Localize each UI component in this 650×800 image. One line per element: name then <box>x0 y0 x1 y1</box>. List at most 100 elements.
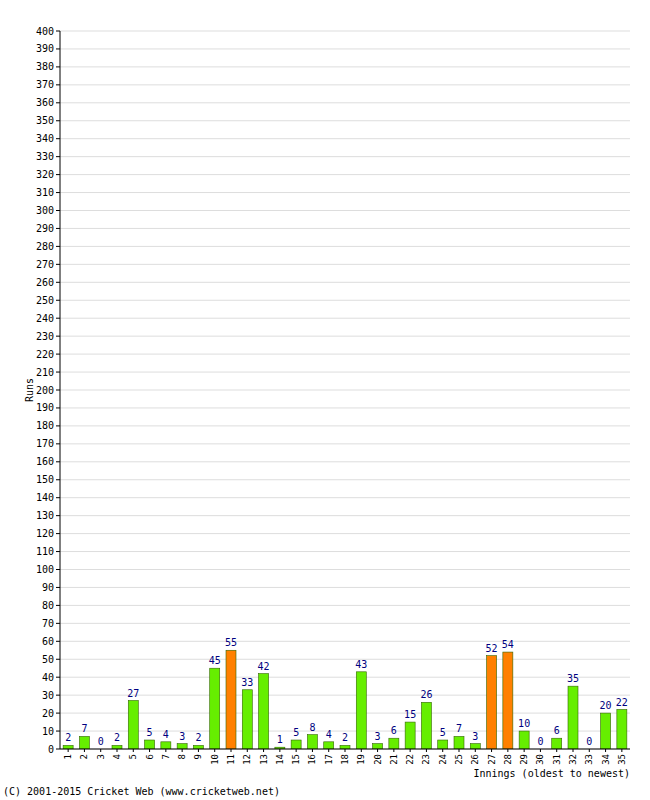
grid-line <box>60 641 630 642</box>
y-tick-label: 100 <box>36 564 54 575</box>
data-label: 5 <box>293 727 299 738</box>
x-tick-label: 9 <box>193 754 203 759</box>
grid-line <box>60 587 630 588</box>
data-label: 33 <box>241 677 253 688</box>
y-tick <box>56 138 60 139</box>
grid-line <box>60 354 630 355</box>
data-label: 35 <box>567 673 579 684</box>
y-tick-label: 380 <box>36 61 54 72</box>
x-tick-label: 15 <box>291 754 301 765</box>
y-tick-label: 170 <box>36 438 54 449</box>
x-tick-label: 8 <box>177 754 187 759</box>
data-label: 5 <box>440 727 446 738</box>
data-label: 6 <box>554 725 560 736</box>
data-label: 2 <box>342 732 348 743</box>
grid-line <box>60 300 630 301</box>
y-tick <box>56 336 60 337</box>
data-label: 2 <box>65 732 71 743</box>
x-tick-label: 29 <box>519 754 529 765</box>
y-tick <box>56 192 60 193</box>
y-axis <box>60 31 61 749</box>
y-tick <box>56 569 60 570</box>
x-tick-label: 2 <box>79 754 89 759</box>
y-axis-label: Runs <box>24 378 35 402</box>
bar <box>454 736 464 749</box>
grid-line <box>60 551 630 552</box>
grid-line <box>60 246 630 247</box>
x-tick-label: 23 <box>421 754 431 765</box>
y-tick-label: 200 <box>36 385 54 396</box>
bar <box>145 740 155 749</box>
x-tick-label: 1 <box>63 754 73 759</box>
y-tick <box>56 84 60 85</box>
x-tick <box>182 749 183 752</box>
grid-line <box>60 533 630 534</box>
data-label: 3 <box>179 731 185 742</box>
x-tick <box>475 749 476 752</box>
bar <box>128 701 138 749</box>
data-label: 15 <box>404 709 416 720</box>
data-label: 0 <box>586 736 592 747</box>
grid-line <box>60 264 630 265</box>
copyright: (C) 2001-2015 Cricket Web (www.cricketwe… <box>3 786 280 797</box>
y-tick <box>56 731 60 732</box>
y-tick-label: 240 <box>36 313 54 324</box>
y-tick <box>56 31 60 32</box>
x-tick-label: 10 <box>210 754 220 765</box>
x-tick-label: 12 <box>242 754 252 765</box>
x-tick <box>312 749 313 752</box>
y-tick-label: 310 <box>36 187 54 198</box>
y-tick-label: 370 <box>36 79 54 90</box>
y-tick <box>56 48 60 49</box>
bar <box>356 672 366 749</box>
x-tick <box>361 749 362 752</box>
x-tick-label: 5 <box>128 754 138 759</box>
grid-line <box>60 425 630 426</box>
y-tick <box>56 372 60 373</box>
y-tick-label: 230 <box>36 331 54 342</box>
bar <box>421 702 431 749</box>
bar <box>470 744 480 749</box>
grid-line <box>60 515 630 516</box>
grid-line <box>60 569 630 570</box>
y-tick-label: 50 <box>42 654 54 665</box>
y-tick-label: 30 <box>42 690 54 701</box>
background <box>0 0 650 800</box>
data-label: 7 <box>81 723 87 734</box>
bar <box>617 710 627 749</box>
y-tick-label: 0 <box>48 744 54 755</box>
y-tick-label: 180 <box>36 420 54 431</box>
data-label: 4 <box>326 729 332 740</box>
bar <box>63 745 73 749</box>
x-tick-label: 6 <box>145 754 155 759</box>
x-tick-label: 11 <box>226 754 236 765</box>
data-label: 1 <box>277 734 283 745</box>
y-tick <box>56 695 60 696</box>
x-tick <box>540 749 541 752</box>
x-tick-label: 35 <box>617 754 627 765</box>
grid-line <box>60 443 630 444</box>
x-tick <box>589 749 590 752</box>
y-tick-label: 120 <box>36 528 54 539</box>
x-tick-label: 20 <box>373 754 383 765</box>
y-tick-label: 320 <box>36 169 54 180</box>
data-label: 20 <box>600 700 612 711</box>
data-label: 2 <box>114 732 120 743</box>
data-label: 5 <box>147 727 153 738</box>
bar <box>503 652 513 749</box>
x-tick-label: 18 <box>340 754 350 765</box>
data-label: 2 <box>195 732 201 743</box>
grid-line <box>60 318 630 319</box>
bar <box>226 650 236 749</box>
y-tick-label: 360 <box>36 97 54 108</box>
bar <box>259 674 269 749</box>
grid-line <box>60 605 630 606</box>
data-label: 4 <box>163 729 169 740</box>
bar <box>389 738 399 749</box>
grid-line <box>60 210 630 211</box>
x-tick <box>231 749 232 752</box>
y-tick-label: 300 <box>36 205 54 216</box>
data-label: 10 <box>518 718 530 729</box>
x-tick <box>573 749 574 752</box>
bar <box>177 744 187 749</box>
